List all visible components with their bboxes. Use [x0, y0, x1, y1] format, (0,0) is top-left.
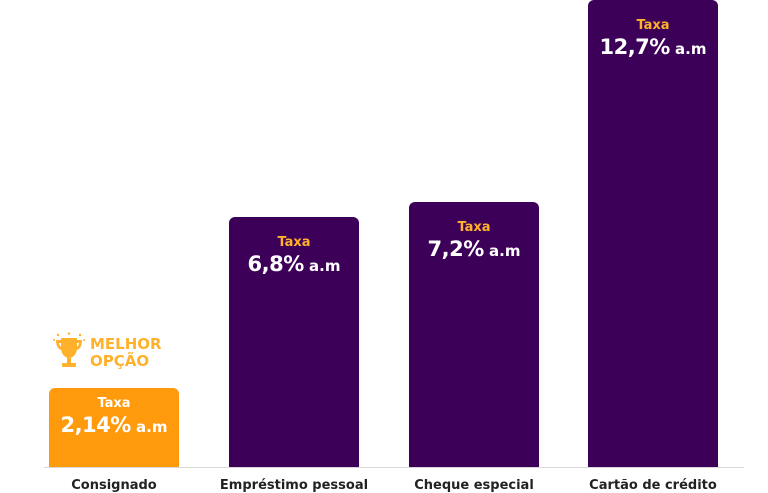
trophy-icon: [53, 332, 85, 368]
category-label-emprestimo-pessoal: Empréstimo pessoal: [219, 478, 369, 493]
rate-kicker: Taxa: [97, 396, 131, 412]
category-label-cheque-especial: Cheque especial: [414, 478, 534, 493]
best-option-text: MELHOR OPÇÃO: [90, 335, 162, 371]
rate-value: 12,7% a.m: [599, 35, 707, 59]
rate-kicker: Taxa: [457, 220, 491, 236]
best-option-badge: MELHOR OPÇÃO: [52, 332, 162, 374]
rate-kicker: Taxa: [636, 18, 670, 33]
bar-consignado: Taxa 2,14% a.m: [49, 388, 179, 467]
bar-emprestimo-pessoal: Taxa 6,8% a.m: [229, 216, 359, 467]
bar-value-label: Taxa 6,8% a.m: [229, 235, 359, 279]
rate-value: 7,2% a.m: [427, 237, 521, 262]
rate-value: 2,14% a.m: [60, 413, 168, 438]
bar-value-label: Taxa 12,7% a.m: [588, 18, 718, 62]
bar-cartao-de-credito: Taxa 12,7% a.m: [588, 0, 718, 467]
rate-kicker: Taxa: [277, 234, 311, 250]
bar-value-label: Taxa 2,14% a.m: [49, 396, 179, 440]
bar-value-label: Taxa 7,2% a.m: [409, 220, 539, 264]
category-label-cartao-de-credito: Cartão de crédito: [589, 478, 717, 493]
bar-cheque-especial: Taxa 7,2% a.m: [409, 202, 539, 467]
category-label-consignado: Consignado: [71, 478, 157, 493]
x-axis-baseline: [44, 467, 744, 468]
rate-value: 6,8% a.m: [247, 251, 341, 276]
